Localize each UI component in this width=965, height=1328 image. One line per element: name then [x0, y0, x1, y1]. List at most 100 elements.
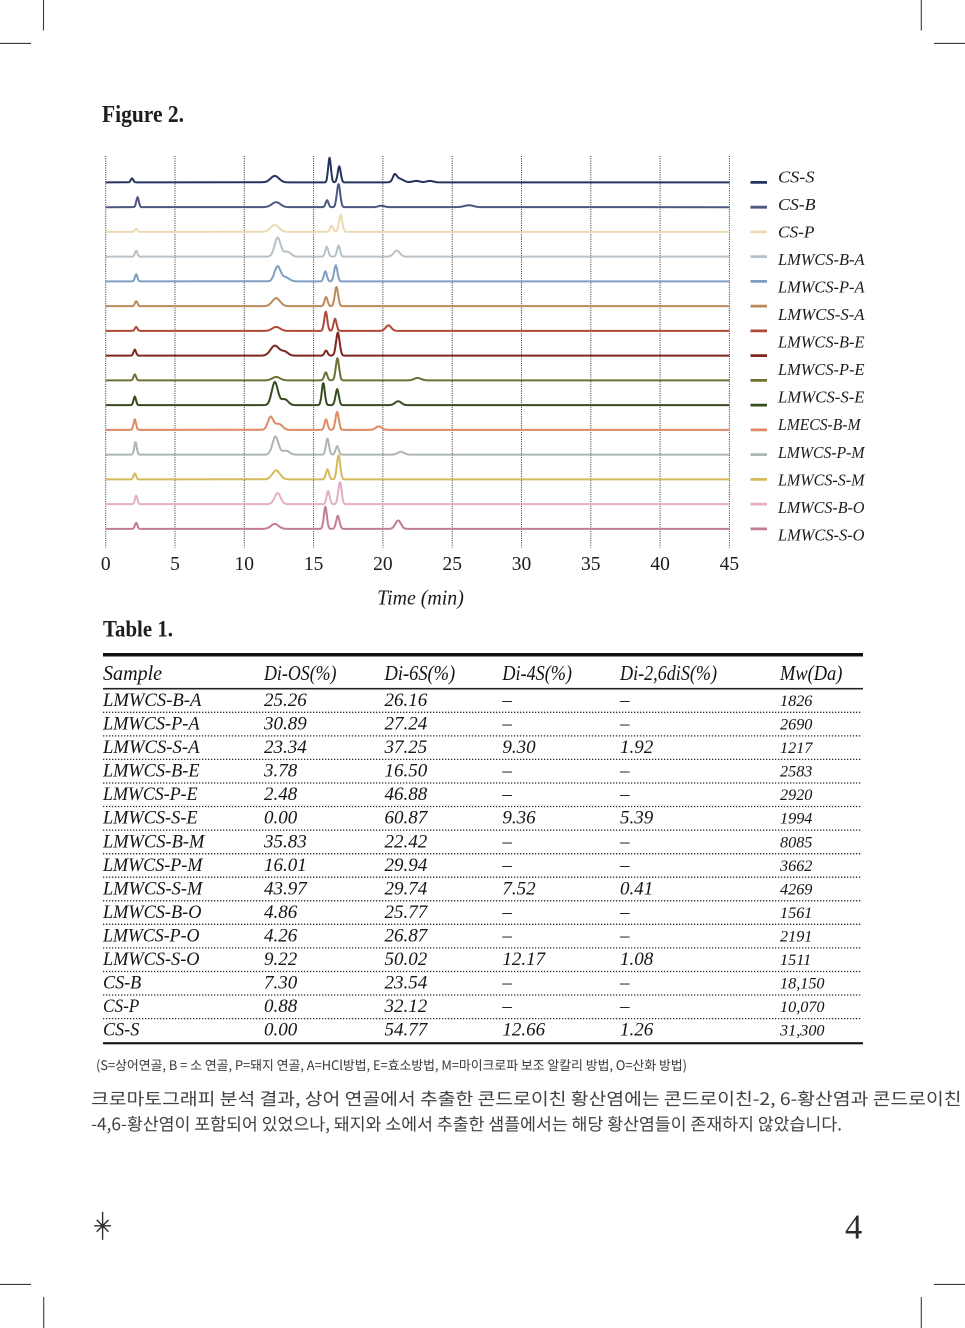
- svg-text:–: –: [619, 784, 630, 805]
- svg-text:LMECS-B-M: LMECS-B-M: [777, 415, 861, 434]
- svg-text:Di-6S(%): Di-6S(%): [384, 661, 456, 685]
- svg-text:2191: 2191: [780, 928, 812, 946]
- svg-text:23.54: 23.54: [385, 973, 428, 994]
- svg-text:–: –: [501, 761, 512, 782]
- svg-text:LMWCS-B-O: LMWCS-B-O: [102, 902, 202, 923]
- svg-text:26.16: 26.16: [385, 690, 428, 711]
- svg-text:CS-P: CS-P: [778, 222, 815, 241]
- svg-text:16.50: 16.50: [385, 761, 428, 782]
- svg-text:LMWCS-P-M: LMWCS-P-M: [102, 855, 203, 876]
- svg-text:3662: 3662: [779, 857, 812, 875]
- svg-text:4.86: 4.86: [264, 902, 298, 923]
- svg-text:9.22: 9.22: [264, 949, 298, 970]
- svg-text:LMWCS-B-O: LMWCS-B-O: [777, 498, 864, 517]
- svg-text:–: –: [619, 926, 630, 947]
- svg-text:–: –: [619, 714, 630, 735]
- svg-text:LMWCS-S-M: LMWCS-S-M: [102, 878, 203, 899]
- svg-text:45: 45: [720, 554, 740, 575]
- svg-text:10,070: 10,070: [780, 998, 825, 1016]
- svg-text:Sample: Sample: [103, 661, 162, 685]
- svg-text:LMWCS-P-E: LMWCS-P-E: [777, 360, 865, 379]
- svg-text:12.66: 12.66: [502, 1020, 545, 1041]
- svg-text:43.97: 43.97: [264, 878, 308, 899]
- svg-text:LMWCS-S-E: LMWCS-S-E: [102, 808, 198, 829]
- svg-text:9.30: 9.30: [502, 737, 536, 758]
- svg-text:29.74: 29.74: [385, 878, 428, 899]
- svg-text:1217: 1217: [780, 739, 813, 757]
- svg-text:12.17: 12.17: [502, 949, 546, 970]
- svg-text:40: 40: [650, 554, 670, 575]
- svg-text:54.77: 54.77: [385, 1020, 429, 1041]
- svg-text:25.77: 25.77: [385, 902, 429, 923]
- svg-text:Di-4S(%): Di-4S(%): [502, 661, 572, 685]
- svg-text:35.83: 35.83: [263, 831, 307, 852]
- svg-text:–: –: [501, 855, 512, 876]
- svg-text:Di-2,6diS(%): Di-2,6diS(%): [619, 661, 717, 685]
- svg-text:LMWCS-S-A: LMWCS-S-A: [777, 305, 865, 324]
- svg-text:0.88: 0.88: [264, 996, 298, 1017]
- svg-text:7.30: 7.30: [264, 973, 298, 994]
- svg-text:1561: 1561: [780, 904, 812, 922]
- svg-text:LMWCS-B-A: LMWCS-B-A: [777, 250, 865, 269]
- svg-text:0.00: 0.00: [264, 1020, 298, 1041]
- svg-text:1994: 1994: [780, 810, 812, 828]
- svg-text:23.34: 23.34: [264, 737, 307, 758]
- svg-text:2690: 2690: [780, 716, 812, 734]
- svg-text:1.92: 1.92: [620, 737, 654, 758]
- svg-text:CS-S: CS-S: [778, 167, 815, 186]
- svg-text:10: 10: [235, 554, 255, 575]
- svg-text:1511: 1511: [780, 951, 811, 969]
- svg-text:1.08: 1.08: [620, 949, 654, 970]
- svg-text:LMWCS-P-M: LMWCS-P-M: [777, 443, 865, 462]
- svg-text:–: –: [501, 714, 512, 735]
- svg-text:–: –: [619, 973, 630, 994]
- svg-text:–: –: [501, 784, 512, 805]
- svg-text:9.36: 9.36: [502, 808, 536, 829]
- svg-text:3.78: 3.78: [263, 761, 298, 782]
- svg-text:4269: 4269: [780, 880, 812, 898]
- svg-text:1826: 1826: [780, 692, 813, 710]
- svg-text:5.39: 5.39: [620, 808, 654, 829]
- svg-text:Figure 2.: Figure 2.: [102, 101, 184, 128]
- svg-text:0: 0: [101, 554, 111, 575]
- svg-text:LMWCS-P-O: LMWCS-P-O: [102, 926, 200, 947]
- svg-text:LMWCS-S-E: LMWCS-S-E: [777, 388, 865, 407]
- svg-text:–: –: [619, 831, 630, 852]
- svg-text:–: –: [501, 831, 512, 852]
- svg-text:CS-S: CS-S: [103, 1020, 140, 1041]
- svg-text:37.25: 37.25: [384, 737, 428, 758]
- svg-text:–: –: [619, 996, 630, 1017]
- svg-text:2583: 2583: [780, 763, 812, 781]
- svg-text:2.48: 2.48: [264, 784, 298, 805]
- svg-text:4.26: 4.26: [264, 926, 298, 947]
- svg-text:46.88: 46.88: [385, 784, 428, 805]
- svg-text:22.42: 22.42: [385, 831, 428, 852]
- svg-text:26.87: 26.87: [385, 926, 429, 947]
- svg-text:18,150: 18,150: [780, 975, 825, 993]
- svg-text:50.02: 50.02: [385, 949, 428, 970]
- svg-text:15: 15: [304, 554, 324, 575]
- svg-text:LMWCS-B-E: LMWCS-B-E: [102, 761, 200, 782]
- svg-text:30.89: 30.89: [263, 714, 307, 735]
- svg-text:29.94: 29.94: [385, 855, 428, 876]
- svg-text:–: –: [501, 996, 512, 1017]
- svg-text:0.41: 0.41: [620, 878, 653, 899]
- svg-text:2920: 2920: [780, 786, 812, 804]
- svg-text:32.12: 32.12: [384, 996, 428, 1017]
- svg-text:–: –: [501, 973, 512, 994]
- svg-text:CS-P: CS-P: [103, 996, 140, 1017]
- svg-text:–: –: [619, 855, 630, 876]
- svg-text:35: 35: [581, 554, 601, 575]
- svg-text:5: 5: [170, 554, 180, 575]
- svg-text:–: –: [501, 902, 512, 923]
- svg-text:LMWCS-S-M: LMWCS-S-M: [777, 470, 865, 489]
- svg-text:LMWCS-B-E: LMWCS-B-E: [777, 333, 865, 352]
- svg-text:–: –: [501, 926, 512, 947]
- svg-text:LMWCS-B-M: LMWCS-B-M: [102, 831, 205, 852]
- svg-text:–: –: [501, 690, 512, 711]
- svg-text:1.26: 1.26: [620, 1020, 654, 1041]
- svg-text:LMWCS-S-O: LMWCS-S-O: [102, 949, 200, 970]
- svg-text:30: 30: [512, 554, 532, 575]
- svg-text:LMWCS-P-A: LMWCS-P-A: [102, 714, 200, 735]
- svg-text:25: 25: [442, 554, 462, 575]
